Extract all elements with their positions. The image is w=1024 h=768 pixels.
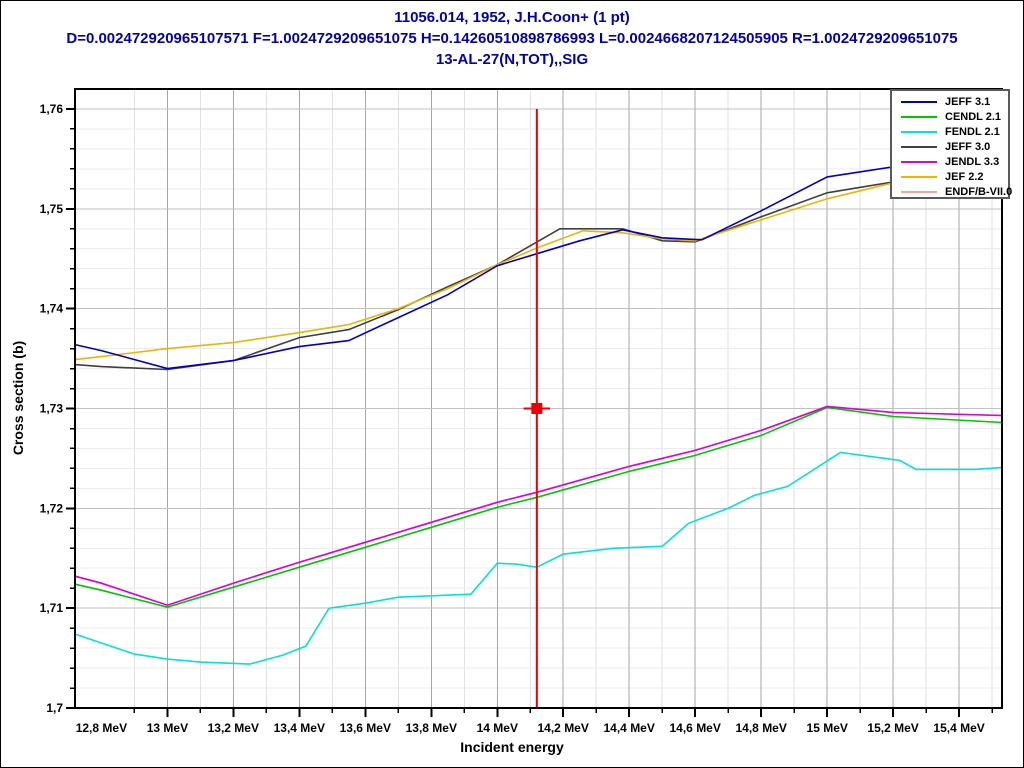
axis-ticks: [66, 108, 993, 717]
legend: JEFF 3.1 CENDL 2.1 FENDL 2.1 JEFF 3.0 JENDL …: [890, 89, 1012, 199]
legend-entry-jeff-3-1: JEFF 3.1: [892, 94, 1008, 109]
evaluation-curves: [74, 152, 1003, 665]
x-tick-label: 15,4 MeV: [933, 721, 984, 735]
legend-line-sample: [901, 160, 937, 163]
title-line-dataset: 11056.014, 1952, J.H.Coon+ (1 pt): [394, 9, 630, 26]
legend-entry-cendl-2-1: CENDL 2.1: [892, 109, 1008, 124]
y-axis-title: Cross section (b): [10, 340, 26, 456]
experimental-marker: [531, 402, 543, 414]
legend-entry-fendl-2-1: FENDL 2.1: [892, 124, 1008, 139]
x-axis-title: Incident energy: [460, 739, 564, 755]
legend-line-sample: [901, 145, 937, 148]
y-tick-label: 1,74: [40, 302, 64, 316]
x-tick-label: 15 MeV: [807, 721, 848, 735]
legend-line-sample: [901, 175, 937, 178]
legend-label: JEF 2.2: [945, 170, 984, 183]
x-tick-label: 13,8 MeV: [406, 721, 457, 735]
y-tick-label: 1,75: [40, 202, 64, 216]
series-fendl-2-1: [74, 451, 1003, 665]
y-tick-label: 1,73: [40, 402, 64, 416]
legend-entry-jendl-3-3: JENDL 3.3: [892, 154, 1008, 169]
x-tick-label: 13 MeV: [147, 721, 188, 735]
legend-line-sample: [901, 115, 937, 118]
series-jendl-3-3: [74, 405, 1003, 607]
legend-line-sample: [901, 100, 937, 103]
series-jef-2-2: [74, 160, 1003, 361]
legend-label: JEFF 3.1: [945, 95, 991, 108]
x-tick-label: 14,2 MeV: [538, 721, 589, 735]
grid-minor: [75, 89, 1002, 708]
plot-border: [74, 88, 1003, 709]
x-tick-label: 13,2 MeV: [208, 721, 259, 735]
title-line-reaction: 13-AL-27(N,TOT),,SIG: [435, 51, 589, 68]
plot-header: 11056.014, 1952, J.H.Coon+ (1 pt) D=0.00…: [1, 7, 1023, 70]
x-tick-label: 14,6 MeV: [670, 721, 721, 735]
legend-line-sample: [901, 130, 937, 133]
x-tick-label: 15,2 MeV: [867, 721, 918, 735]
legend-entry-endf-b-vii-0: ENDF/B-VII.0: [892, 184, 1012, 199]
y-tick-labels: 1,76 1,75 1,74 1,73 1,72 1,71 1,7: [40, 102, 64, 715]
legend-line-sample: [901, 190, 937, 193]
legend-label: JENDL 3.3: [945, 155, 1000, 168]
x-tick-label: 12,8 MeV: [76, 721, 127, 735]
y-tick-label: 1,71: [40, 601, 64, 615]
series-jeff-3-0: [74, 164, 1003, 371]
legend-label: ENDF/B-VII.0: [945, 185, 1013, 198]
legend-entry-jeff-3-0: JEFF 3.0: [892, 139, 1008, 154]
series-jeff-3-1: [74, 152, 1003, 370]
x-tick-labels: 12,8 MeV 13 MeV 13,2 MeV 13,4 MeV 13,6 MeV 13…: [76, 721, 985, 735]
y-tick-label: 1,76: [40, 102, 64, 116]
x-tick-label: 13,4 MeV: [274, 721, 325, 735]
x-tick-label: 14 MeV: [477, 721, 518, 735]
legend-label: JEFF 3.0: [945, 140, 991, 153]
y-tick-label: 1,7: [46, 701, 63, 715]
title-line-statistics: D=0.002472920965107571 F=1.0024729209651…: [66, 30, 958, 47]
x-tick-label: 14,4 MeV: [604, 721, 655, 735]
legend-entry-jef-2-2: JEF 2.2: [892, 169, 1008, 184]
legend-label: FENDL 2.1: [945, 125, 1000, 138]
x-tick-label: 14,8 MeV: [736, 721, 787, 735]
series-endf-b-vii-0: [74, 405, 1003, 607]
x-tick-label: 13,6 MeV: [340, 721, 391, 735]
grid-major: [75, 89, 1002, 708]
series-cendl-2-1: [74, 406, 1003, 609]
y-tick-label: 1,72: [40, 501, 64, 515]
experimental-point: [523, 108, 551, 708]
legend-label: CENDL 2.1: [945, 110, 1002, 123]
